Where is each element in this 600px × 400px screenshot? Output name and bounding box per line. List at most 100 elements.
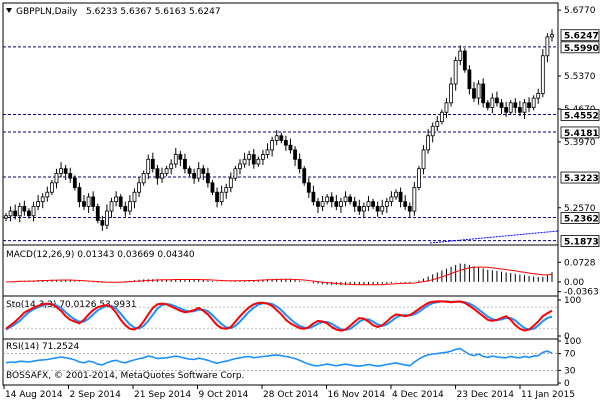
candle	[261, 149, 265, 165]
candle	[123, 201, 128, 217]
candle	[481, 78, 486, 108]
candle-body	[531, 97, 536, 108]
candle	[63, 164, 68, 180]
copyright-text: BOSSAFX, © 2001-2014, MetaQuotes Softwar…	[6, 371, 244, 381]
candle	[54, 168, 59, 189]
candle-body	[13, 210, 18, 217]
candle	[449, 77, 453, 107]
candle	[375, 201, 380, 217]
candle	[59, 162, 63, 178]
candle	[499, 99, 504, 115]
candle-body	[8, 210, 13, 217]
macd-axis: 0.0728 0.00-0.0363	[558, 258, 599, 298]
candle-body	[366, 201, 371, 207]
stoch-axis: 100 0	[558, 296, 581, 342]
candle	[490, 93, 495, 114]
candle-body	[412, 187, 417, 212]
candle-body	[109, 201, 114, 212]
candle-body	[59, 168, 63, 174]
triangle-down-icon	[6, 8, 12, 13]
candle	[247, 150, 252, 166]
candle-body	[256, 158, 261, 165]
candle-body	[45, 191, 50, 198]
candle-body	[435, 121, 440, 127]
candle	[389, 191, 394, 207]
macd-tick-label: 0.0728	[564, 258, 596, 268]
candle	[444, 98, 449, 118]
date-tick-label: 2 Sep 2014	[70, 390, 122, 400]
candle-body	[169, 163, 174, 170]
stoch-main-line	[5, 300, 553, 332]
candle	[164, 165, 169, 177]
candle-body	[63, 168, 68, 174]
candle	[348, 194, 353, 205]
candle-body	[472, 88, 476, 99]
candle-body	[40, 196, 45, 203]
candle-body	[114, 196, 119, 203]
candle-body	[105, 210, 109, 226]
candle-body	[495, 97, 499, 104]
candle-body	[91, 196, 96, 207]
candle	[155, 164, 160, 185]
candles	[4, 29, 554, 231]
candle	[270, 136, 275, 157]
trendline[interactable]	[429, 230, 559, 244]
candle-body	[398, 191, 403, 203]
candle	[22, 200, 27, 216]
stoch-tick-label: 0	[564, 332, 570, 342]
candle	[8, 206, 13, 222]
level-price-tag	[560, 41, 600, 54]
candle	[320, 196, 325, 212]
candle-body	[384, 201, 389, 207]
candle-body	[210, 182, 215, 193]
candle	[274, 130, 279, 146]
candle-body	[127, 201, 132, 212]
level-price-tag	[560, 212, 600, 224]
level-price-label: 5.2362	[564, 215, 599, 225]
stochastic-indicator	[3, 300, 558, 332]
candle-body	[205, 173, 210, 184]
candle-body	[311, 191, 316, 203]
candle-body	[334, 201, 339, 207]
candle	[86, 193, 91, 213]
candle	[522, 99, 527, 119]
candle	[462, 48, 467, 73]
candle	[178, 150, 183, 166]
candle-body	[449, 83, 453, 104]
candle-body	[550, 34, 554, 38]
candle-body	[421, 149, 426, 170]
candle-body	[357, 205, 362, 212]
candle-body	[517, 107, 522, 113]
candle	[127, 195, 132, 215]
price-tick-label: 5.5370	[564, 72, 596, 82]
level-price-tag	[560, 235, 600, 247]
pane-frames	[2, 2, 559, 386]
candle-body	[183, 158, 187, 170]
candle	[325, 194, 330, 205]
candle-body	[389, 196, 394, 203]
candle-body	[536, 93, 541, 99]
candle-body	[339, 201, 343, 207]
candle	[531, 95, 536, 111]
date-axis: 14 Aug 2014 2 Sep 2014 21 Sep 2014 9 Oct 20…	[3, 385, 575, 400]
date-tick-label: 4 Dec 2014	[392, 390, 444, 400]
candle-body	[504, 107, 509, 113]
date-tick-label: 9 Oct 2014	[199, 390, 249, 400]
candle	[504, 101, 509, 117]
candle-body	[215, 191, 219, 203]
candle	[183, 153, 187, 174]
candle	[485, 100, 490, 111]
candle	[550, 29, 554, 42]
candle	[435, 116, 440, 132]
rsi-pane-frame	[2, 338, 559, 386]
candle-body	[54, 173, 59, 184]
level-price-label: 5.4181	[564, 129, 599, 139]
date-tick-label: 14 Aug 2014	[5, 390, 63, 400]
candle	[132, 188, 137, 209]
candle-body	[118, 196, 123, 207]
candle-body	[394, 191, 398, 198]
candle	[114, 191, 119, 207]
candle	[316, 197, 320, 213]
candle-body	[283, 140, 288, 146]
